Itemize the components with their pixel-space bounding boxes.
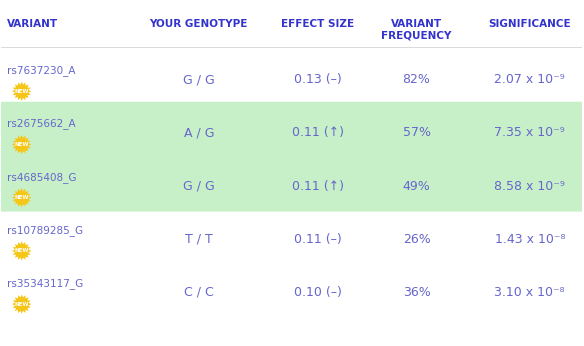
Text: SIGNIFICANCE: SIGNIFICANCE	[488, 19, 571, 29]
Text: 0.11 (↑): 0.11 (↑)	[292, 126, 344, 139]
Text: 2.07 x 10⁻⁹: 2.07 x 10⁻⁹	[495, 73, 565, 86]
Text: rs35343117_G: rs35343117_G	[7, 278, 84, 289]
Polygon shape	[12, 135, 32, 154]
Text: 49%: 49%	[403, 180, 430, 192]
Text: 0.13 (–): 0.13 (–)	[294, 73, 342, 86]
Polygon shape	[12, 188, 32, 207]
Text: C / C: C / C	[184, 286, 214, 299]
Text: rs7637230_A: rs7637230_A	[7, 65, 76, 76]
Text: 0.10 (–): 0.10 (–)	[294, 286, 342, 299]
Text: 26%: 26%	[403, 233, 430, 246]
FancyBboxPatch shape	[0, 102, 584, 158]
Text: 1.43 x 10⁻⁸: 1.43 x 10⁻⁸	[495, 233, 565, 246]
Polygon shape	[12, 294, 32, 314]
Text: 8.58 x 10⁻⁹: 8.58 x 10⁻⁹	[494, 180, 565, 192]
Text: NEW: NEW	[15, 89, 29, 94]
Text: 0.11 (–): 0.11 (–)	[294, 233, 342, 246]
Text: A / G: A / G	[183, 126, 214, 139]
Text: NEW: NEW	[15, 195, 29, 200]
Polygon shape	[12, 241, 32, 261]
Text: T / T: T / T	[185, 233, 213, 246]
Text: G / G: G / G	[183, 180, 215, 192]
Text: NEW: NEW	[15, 302, 29, 307]
Text: VARIANT: VARIANT	[7, 19, 58, 29]
Text: 82%: 82%	[402, 73, 430, 86]
Text: rs10789285_G: rs10789285_G	[7, 225, 84, 236]
Text: 57%: 57%	[402, 126, 430, 139]
Text: G / G: G / G	[183, 73, 215, 86]
Text: EFFECT SIZE: EFFECT SIZE	[281, 19, 354, 29]
Text: 7.35 x 10⁻⁹: 7.35 x 10⁻⁹	[495, 126, 565, 139]
Polygon shape	[12, 82, 32, 101]
Text: YOUR GENOTYPE: YOUR GENOTYPE	[150, 19, 248, 29]
Text: 36%: 36%	[403, 286, 430, 299]
Text: 3.10 x 10⁻⁸: 3.10 x 10⁻⁸	[495, 286, 565, 299]
Text: NEW: NEW	[15, 248, 29, 253]
Text: NEW: NEW	[15, 142, 29, 147]
Text: rs2675662_A: rs2675662_A	[7, 118, 76, 129]
Text: rs4685408_G: rs4685408_G	[7, 172, 77, 183]
FancyBboxPatch shape	[0, 155, 584, 212]
Text: 0.11 (↑): 0.11 (↑)	[292, 180, 344, 192]
Text: VARIANT
FREQUENCY: VARIANT FREQUENCY	[381, 19, 452, 41]
